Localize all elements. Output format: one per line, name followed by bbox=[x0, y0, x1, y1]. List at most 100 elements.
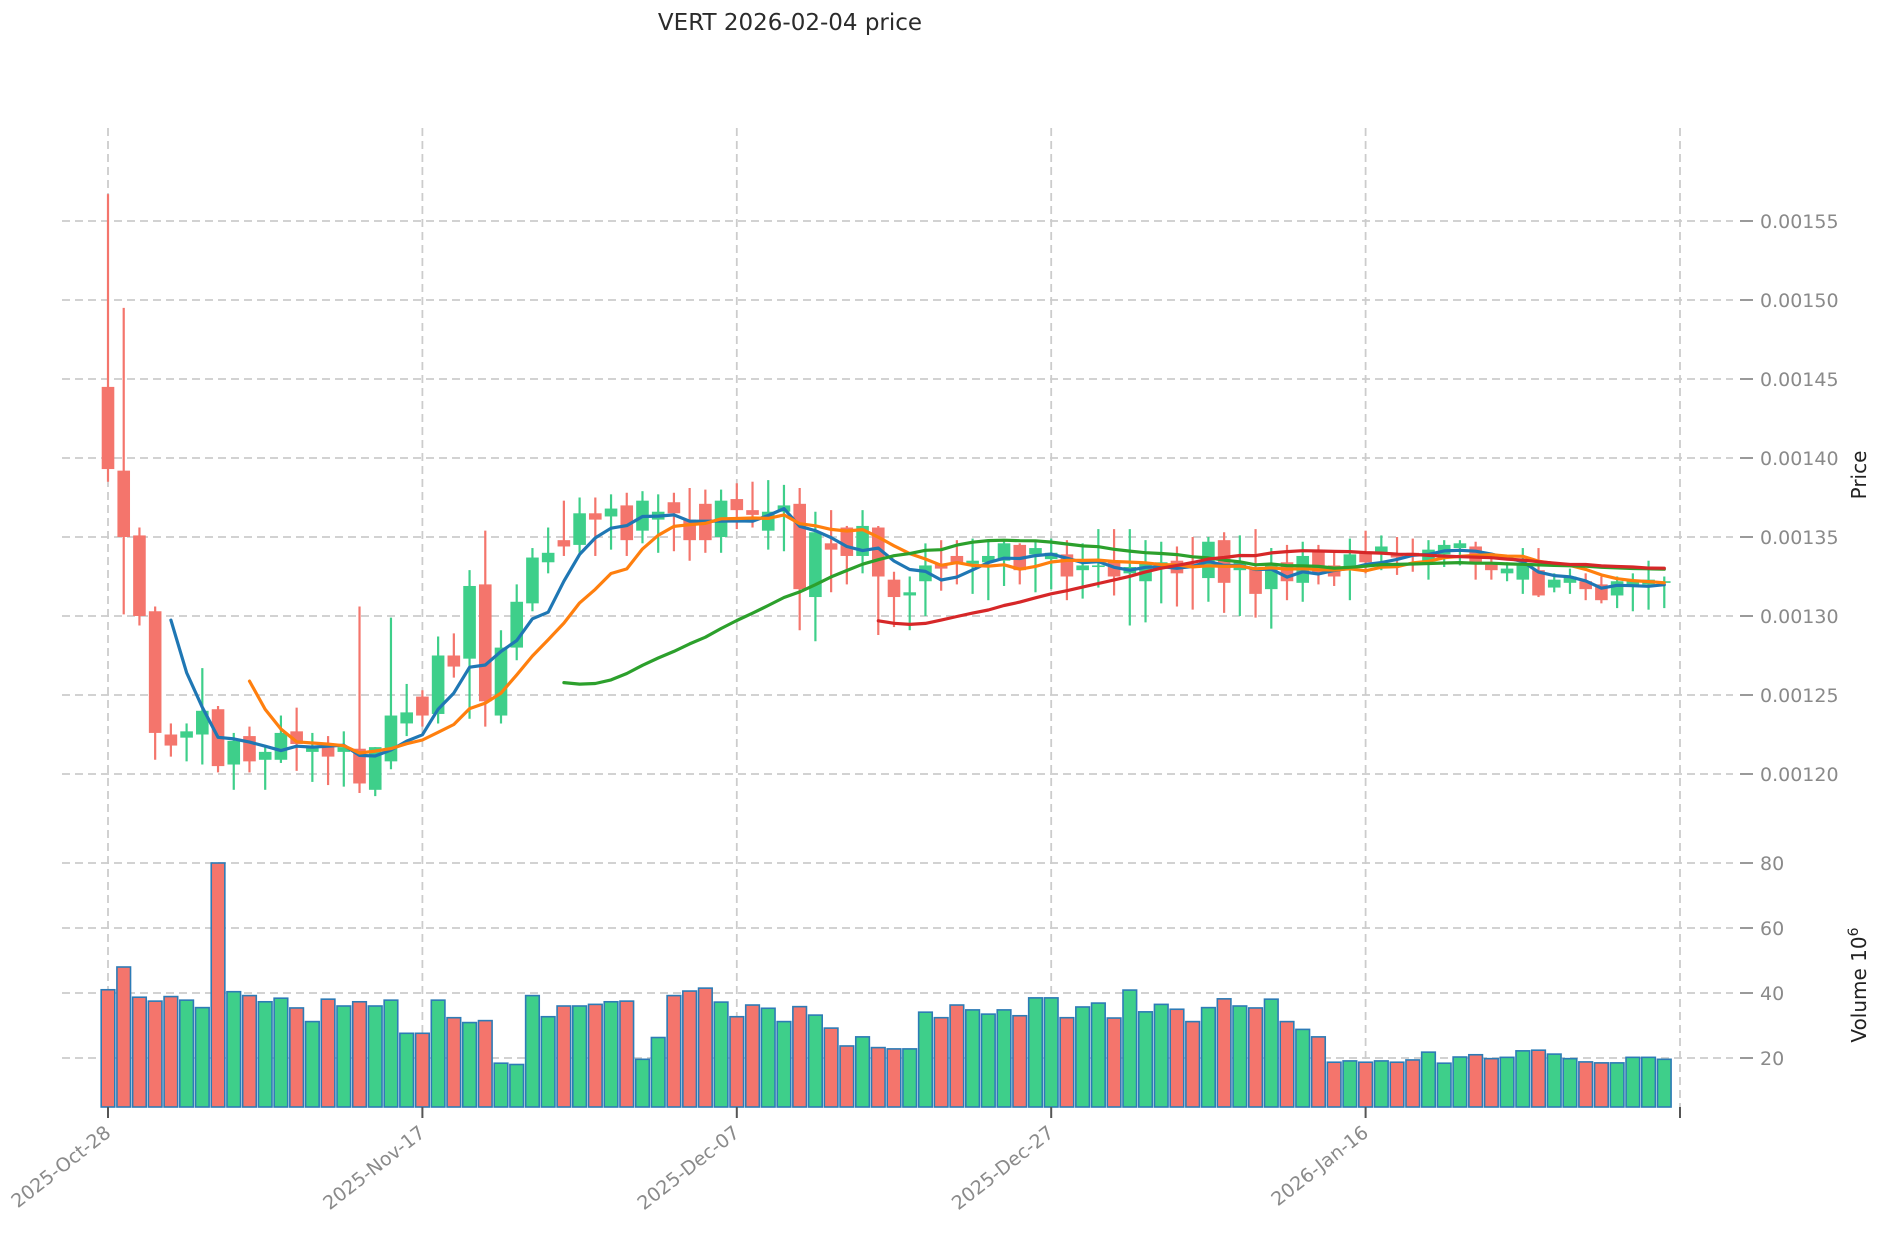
candle-down bbox=[557, 500, 571, 556]
candle-down bbox=[589, 497, 602, 556]
volume-bar bbox=[744, 1004, 761, 1108]
candle-body bbox=[1375, 546, 1388, 555]
volume-bar bbox=[399, 1032, 415, 1108]
volume-bar bbox=[1578, 1061, 1594, 1108]
candle-body bbox=[258, 751, 272, 760]
volume-bar bbox=[1640, 1056, 1657, 1108]
price-tick-label: 0.00155 bbox=[1760, 211, 1839, 233]
candle-body bbox=[400, 712, 413, 724]
candle-body bbox=[966, 560, 979, 564]
volume-bar bbox=[540, 1015, 556, 1108]
volume-bar bbox=[1530, 1049, 1547, 1108]
volume-bar bbox=[571, 1005, 588, 1108]
candle-body bbox=[1249, 568, 1262, 594]
volume-bar bbox=[320, 998, 336, 1108]
volume-bar bbox=[1515, 1050, 1531, 1108]
volume-bar bbox=[1452, 1056, 1468, 1108]
volume-bar bbox=[509, 1063, 525, 1108]
ma50-line bbox=[876, 549, 1666, 627]
candle-body bbox=[1076, 565, 1089, 571]
candle-down bbox=[478, 530, 492, 727]
volume-bar bbox=[902, 1048, 918, 1108]
candle-body bbox=[541, 552, 555, 563]
candle-body bbox=[793, 503, 806, 590]
candle-up bbox=[227, 732, 241, 790]
volume-bar bbox=[1310, 1036, 1327, 1108]
candle-body bbox=[1453, 543, 1467, 549]
candle-body bbox=[463, 585, 476, 659]
volume-bar bbox=[1122, 989, 1138, 1108]
candle-up bbox=[919, 543, 932, 616]
candle-down bbox=[164, 723, 178, 757]
candle-up bbox=[809, 511, 822, 642]
candle-body bbox=[667, 502, 681, 514]
candle-down bbox=[447, 633, 461, 678]
candle-body bbox=[368, 747, 382, 790]
volume-bar bbox=[682, 990, 698, 1108]
volume-bars bbox=[100, 862, 1672, 1108]
volume-bar bbox=[917, 1011, 934, 1108]
price-tick-label: 0.00145 bbox=[1760, 369, 1839, 391]
volume-bar bbox=[839, 1045, 855, 1108]
candle-body bbox=[1500, 568, 1514, 574]
candle-body bbox=[101, 386, 115, 470]
candle-up bbox=[1202, 537, 1215, 602]
candle-up bbox=[494, 630, 508, 724]
candle-body bbox=[1563, 576, 1577, 583]
candle-body bbox=[416, 696, 429, 716]
candle-body bbox=[919, 565, 932, 582]
volume-bar bbox=[1342, 1060, 1358, 1108]
candle-body bbox=[1532, 570, 1545, 596]
candle-down bbox=[1595, 576, 1608, 604]
candle-body bbox=[180, 731, 193, 738]
candle-up bbox=[541, 527, 555, 574]
volume-bar bbox=[1106, 1017, 1122, 1108]
volume-bar bbox=[1200, 1006, 1216, 1108]
volume-bar bbox=[430, 999, 446, 1108]
volume-bar bbox=[1216, 998, 1232, 1108]
candle-body bbox=[620, 505, 634, 541]
candle-body bbox=[1390, 554, 1404, 558]
volume-bar bbox=[163, 995, 179, 1108]
volume-bar bbox=[1358, 1061, 1374, 1108]
volume-bar bbox=[336, 1005, 352, 1108]
ma10-line bbox=[247, 513, 1666, 755]
candle-down bbox=[353, 606, 366, 793]
candle-up bbox=[180, 723, 193, 762]
volume-bar bbox=[776, 1020, 792, 1108]
candle-down bbox=[117, 307, 131, 615]
volume-bar bbox=[1027, 997, 1044, 1108]
price-tick-label: 0.00140 bbox=[1760, 448, 1839, 470]
date-tick-label: 2026-Jan-16 bbox=[1267, 1122, 1372, 1211]
candle-up bbox=[510, 584, 524, 661]
volume-bar bbox=[383, 999, 399, 1108]
volume-bar bbox=[1295, 1028, 1311, 1108]
candle-down bbox=[1469, 541, 1482, 580]
volume-bar bbox=[587, 1003, 603, 1108]
volume-bar bbox=[1468, 1053, 1484, 1108]
candle-up bbox=[573, 497, 586, 553]
volume-bar bbox=[556, 1005, 572, 1108]
volume-bar bbox=[1609, 1062, 1625, 1108]
candle-down bbox=[887, 571, 901, 628]
candle-body bbox=[1359, 552, 1372, 563]
volume-bar bbox=[1483, 1057, 1499, 1108]
candle-down bbox=[1390, 537, 1404, 575]
candle-down bbox=[1013, 543, 1027, 585]
candle-up bbox=[1076, 543, 1089, 599]
candle-up bbox=[1563, 568, 1577, 594]
date-tick-label: 2025-Dec-07 bbox=[633, 1122, 743, 1215]
candle-body bbox=[1610, 581, 1624, 596]
volume-bar bbox=[650, 1036, 666, 1108]
candle-body bbox=[824, 543, 838, 550]
volume-bar bbox=[1043, 997, 1059, 1108]
volume-bar bbox=[414, 1032, 431, 1108]
candle-body bbox=[478, 584, 492, 702]
volume-bar bbox=[634, 1058, 651, 1108]
volume-bar bbox=[713, 1001, 729, 1108]
volume-tick-label: 60 bbox=[1760, 918, 1784, 940]
volume-bar bbox=[1656, 1058, 1672, 1108]
candle-up bbox=[258, 745, 272, 790]
volume-bar bbox=[1326, 1061, 1342, 1108]
volume-tick-label: 80 bbox=[1760, 853, 1784, 875]
